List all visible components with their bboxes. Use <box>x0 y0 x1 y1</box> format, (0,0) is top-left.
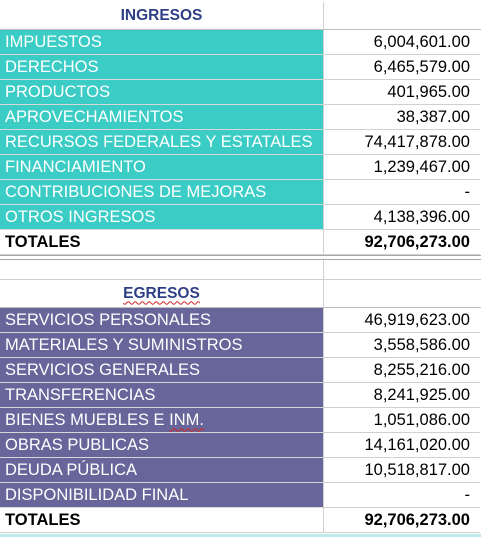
egresos-title: EGRESOS <box>123 284 200 302</box>
egresos-label: MATERIALES Y SUMINISTROS <box>0 333 323 358</box>
egresos-label: DISPONIBILIDAD FINAL <box>0 483 323 508</box>
egresos-label-text: BIENES MUEBLES E INM. <box>5 410 204 429</box>
ingresos-total-row[interactable]: TOTALES 92,706,273.00 <box>0 230 481 255</box>
egresos-row[interactable]: SERVICIOS PERSONALES 46,919,623.00 <box>0 308 481 333</box>
egresos-label: SERVICIOS PERSONALES <box>0 308 323 333</box>
ingresos-value: 4,138,396.00 <box>323 205 480 230</box>
egresos-label: SERVICIOS GENERALES <box>0 358 323 383</box>
ingresos-value: 6,004,601.00 <box>323 30 480 55</box>
ingresos-row[interactable]: FINANCIAMIENTO 1,239,467.00 <box>0 155 481 180</box>
ingresos-row[interactable]: PRODUCTOS 401,965.00 <box>0 80 481 105</box>
egresos-label: BIENES MUEBLES E INM. <box>0 408 323 433</box>
empty-cell[interactable] <box>0 258 323 280</box>
egresos-row[interactable]: TRANSFERENCIAS 8,241,925.00 <box>0 383 481 408</box>
ingresos-header-row: INGRESOS <box>0 2 481 30</box>
ingresos-label: IMPUESTOS <box>0 30 323 55</box>
egresos-total-label: TOTALES <box>0 508 323 533</box>
egresos-value: 1,051,086.00 <box>323 408 480 433</box>
ingresos-header-empty-cell[interactable] <box>323 2 481 30</box>
ingresos-value: 1,239,467.00 <box>323 155 480 180</box>
egresos-row[interactable]: OBRAS PUBLICAS 14,161,020.00 <box>0 433 481 458</box>
ingresos-value: 6,465,579.00 <box>323 55 480 80</box>
ingresos-value: 38,387.00 <box>323 105 480 130</box>
ingresos-total-value: 92,706,273.00 <box>323 230 480 255</box>
ingresos-label: OTROS INGRESOS <box>0 205 323 230</box>
egresos-title-cell: EGRESOS <box>0 280 323 308</box>
egresos-value: 8,241,925.00 <box>323 383 480 408</box>
ingresos-row[interactable]: RECURSOS FEDERALES Y ESTATALES 74,417,87… <box>0 130 481 155</box>
ingresos-value: 74,417,878.00 <box>323 130 480 155</box>
egresos-label: OBRAS PUBLICAS <box>0 433 323 458</box>
egresos-value: 10,518,817.00 <box>323 458 480 483</box>
egresos-total-value: 92,706,273.00 <box>323 508 480 533</box>
spellcheck-mark: INM. <box>169 410 204 429</box>
egresos-header-empty-cell[interactable] <box>323 280 481 308</box>
bottom-border <box>0 534 481 537</box>
empty-cell[interactable] <box>323 258 481 280</box>
empty-row[interactable] <box>0 258 481 280</box>
ingresos-label: RECURSOS FEDERALES Y ESTATALES <box>0 130 323 155</box>
ingresos-row[interactable]: CONTRIBUCIONES DE MEJORAS - <box>0 180 481 205</box>
ingresos-value: - <box>323 180 480 205</box>
ingresos-row[interactable]: APROVECHAMIENTOS 38,387.00 <box>0 105 481 130</box>
egresos-row[interactable]: DISPONIBILIDAD FINAL - <box>0 483 481 508</box>
egresos-value: 3,558,586.00 <box>323 333 480 358</box>
ingresos-label: CONTRIBUCIONES DE MEJORAS <box>0 180 323 205</box>
ingresos-title: INGRESOS <box>0 2 323 30</box>
section-divider <box>0 255 481 260</box>
ingresos-label: PRODUCTOS <box>0 80 323 105</box>
egresos-value: 46,919,623.00 <box>323 308 480 333</box>
egresos-value: - <box>323 483 480 508</box>
egresos-total-row[interactable]: TOTALES 92,706,273.00 <box>0 508 481 533</box>
egresos-label: TRANSFERENCIAS <box>0 383 323 408</box>
ingresos-total-label: TOTALES <box>0 230 323 255</box>
ingresos-row[interactable]: IMPUESTOS 6,004,601.00 <box>0 30 481 55</box>
egresos-value: 14,161,020.00 <box>323 433 480 458</box>
egresos-label: DEUDA PÚBLICA <box>0 458 323 483</box>
ingresos-row[interactable]: DERECHOS 6,465,579.00 <box>0 55 481 80</box>
ingresos-value: 401,965.00 <box>323 80 480 105</box>
ingresos-label: FINANCIAMIENTO <box>0 155 323 180</box>
ingresos-label: DERECHOS <box>0 55 323 80</box>
ingresos-row[interactable]: OTROS INGRESOS 4,138,396.00 <box>0 205 481 230</box>
egresos-row[interactable]: BIENES MUEBLES E INM. 1,051,086.00 <box>0 408 481 433</box>
egresos-header-row: EGRESOS <box>0 280 481 308</box>
egresos-row[interactable]: SERVICIOS GENERALES 8,255,216.00 <box>0 358 481 383</box>
egresos-value: 8,255,216.00 <box>323 358 480 383</box>
egresos-row[interactable]: DEUDA PÚBLICA 10,518,817.00 <box>0 458 481 483</box>
ingresos-label: APROVECHAMIENTOS <box>0 105 323 130</box>
egresos-row[interactable]: MATERIALES Y SUMINISTROS 3,558,586.00 <box>0 333 481 358</box>
